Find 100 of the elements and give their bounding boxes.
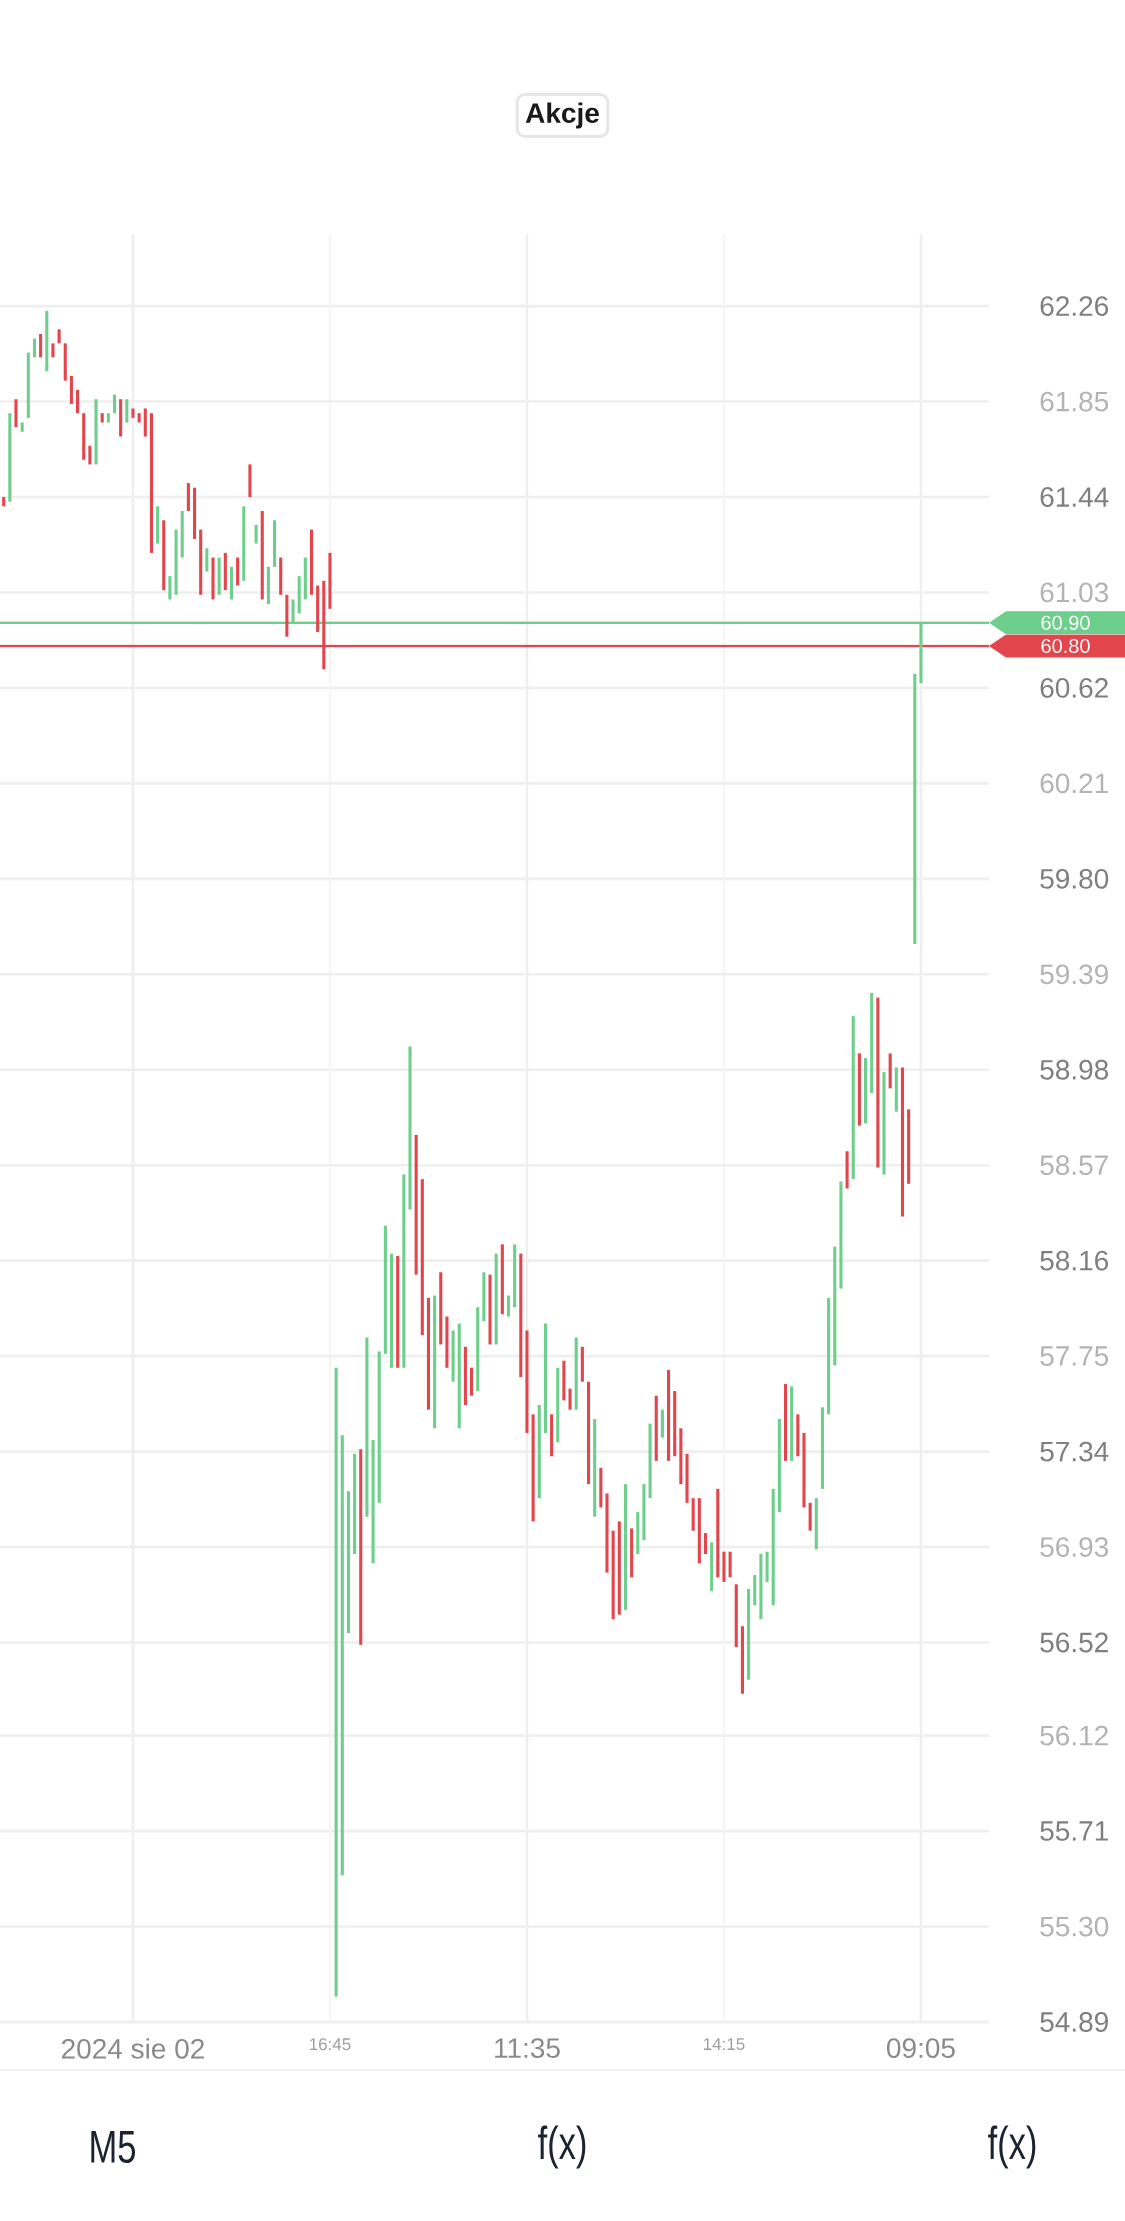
candlestick <box>26 352 30 418</box>
candlestick <box>217 557 221 595</box>
candlestick <box>180 510 184 558</box>
y-tick-label: 57.75 <box>1040 1346 1109 1366</box>
candlestick <box>525 1330 529 1433</box>
candlestick <box>531 1414 535 1522</box>
candlestick <box>457 1323 461 1429</box>
candlestick <box>882 1072 886 1175</box>
candlestick <box>451 1330 455 1382</box>
candlestick <box>14 399 18 428</box>
candlestick <box>94 399 98 465</box>
candlestick <box>470 1367 474 1396</box>
candlestick <box>808 1502 812 1531</box>
candlestick <box>254 524 258 544</box>
text: f(x) <box>988 2125 1036 2169</box>
x-tick-label: 16:45 <box>310 2038 351 2051</box>
candlestick <box>654 1395 658 1461</box>
x-tick-label: 2024 sie 02 <box>62 2038 204 2059</box>
candlestick <box>248 464 252 498</box>
candlestick <box>137 413 141 423</box>
candlestick <box>796 1414 800 1457</box>
candlestick <box>660 1409 664 1438</box>
candlestick <box>359 1449 363 1645</box>
candlestick <box>88 445 92 465</box>
candlestick <box>697 1498 701 1564</box>
candlestick <box>168 576 172 600</box>
candlestick <box>174 529 178 595</box>
y-tick-label: 57.34 <box>1040 1441 1109 1462</box>
candlestick <box>346 1491 350 1634</box>
candlestick <box>802 1432 806 1508</box>
candlestick <box>396 1256 400 1368</box>
candlestick <box>888 1053 892 1089</box>
y-tick-label: 61.85 <box>1040 391 1109 412</box>
candlestick <box>316 585 320 633</box>
candlestick <box>667 1370 671 1461</box>
candlestick <box>389 1253 394 1368</box>
candlestick <box>630 1528 634 1578</box>
candlestick <box>439 1272 443 1345</box>
candlestick <box>63 343 67 381</box>
candlestick <box>414 1134 418 1275</box>
candlestick <box>500 1244 504 1315</box>
candlestick <box>119 399 123 437</box>
candlestick <box>519 1253 523 1378</box>
candlestick <box>722 1551 726 1582</box>
x-tick-label: 11:35 <box>495 2038 560 2059</box>
candlestick <box>266 566 270 605</box>
candlestick <box>586 1381 591 1485</box>
candlestick <box>242 506 246 581</box>
y-tick-label: 59.80 <box>1040 868 1109 889</box>
candlestick <box>543 1323 547 1433</box>
candlestick <box>753 1574 757 1606</box>
candlestick <box>777 1418 781 1513</box>
candlestick <box>377 1351 381 1503</box>
candlestick <box>279 557 283 595</box>
candlestick <box>642 1484 646 1541</box>
y-tick-label: 56.52 <box>1040 1632 1108 1653</box>
candlestick <box>45 310 49 372</box>
candlestick <box>790 1386 794 1461</box>
candlestick <box>870 992 874 1094</box>
candlestick <box>623 1484 628 1610</box>
candlestick <box>463 1346 467 1406</box>
y-tick-label: 55.30 <box>1040 1916 1109 1937</box>
y-tick-label: 58.57 <box>1040 1155 1108 1176</box>
candlestick <box>100 413 104 423</box>
chart-title: Akcje <box>525 102 599 129</box>
candlestick <box>488 1274 492 1345</box>
candlestick <box>51 343 55 358</box>
text: M5 <box>91 2130 136 2164</box>
candlestick <box>580 1346 584 1382</box>
x-tick-label: 14:15 <box>703 2038 745 2051</box>
candlestick <box>192 487 197 539</box>
candlestick <box>876 997 880 1168</box>
candlestick <box>703 1533 708 1555</box>
candlestick <box>513 1244 517 1308</box>
candlestick <box>112 394 117 414</box>
candlestick <box>506 1295 511 1317</box>
y-tick-label: 62.26 <box>1040 296 1109 316</box>
candlestick <box>765 1551 769 1582</box>
candlestick <box>309 529 314 595</box>
candlestick <box>408 1046 412 1210</box>
candlestick <box>353 1453 357 1555</box>
candlestick <box>679 1428 683 1485</box>
candlestick <box>143 408 147 437</box>
candlestick <box>445 1316 449 1368</box>
candlestick <box>39 334 43 358</box>
candlestick <box>125 399 129 423</box>
y-tick-label: 56.12 <box>1040 1725 1108 1746</box>
y-tick-label: 60.21 <box>1040 773 1108 794</box>
candlestick <box>365 1337 369 1517</box>
candlestick <box>710 1542 714 1592</box>
y-tick-label: 61.44 <box>1040 487 1109 507</box>
candlestick <box>32 338 37 358</box>
candlestick <box>494 1253 498 1345</box>
candlestick <box>162 520 166 591</box>
candlestick <box>57 329 61 344</box>
candlestick <box>482 1272 486 1322</box>
candlestick <box>420 1179 424 1336</box>
candlestick <box>617 1521 621 1615</box>
candlestick <box>156 506 160 544</box>
candlestick <box>716 1488 720 1578</box>
